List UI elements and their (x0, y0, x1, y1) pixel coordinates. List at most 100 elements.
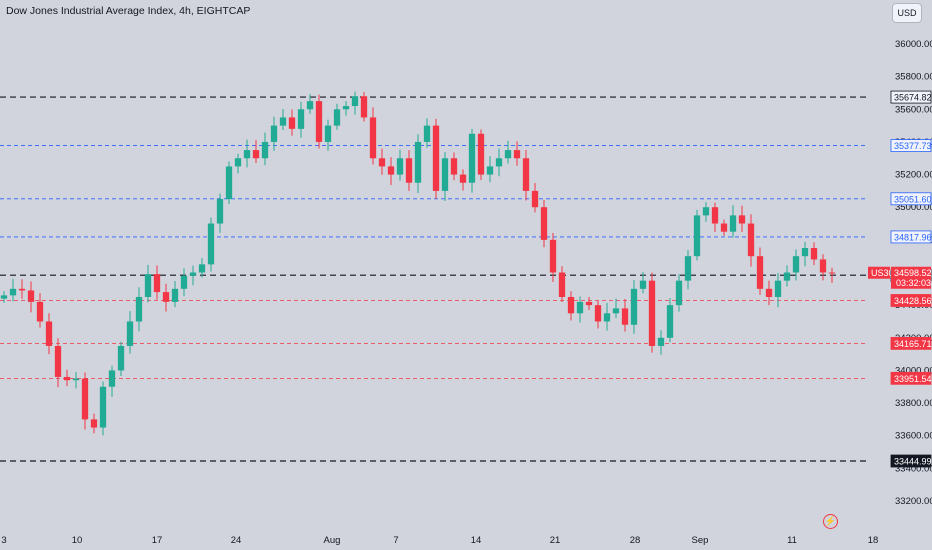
candle-body (486, 166, 494, 175)
candle-body (333, 109, 341, 126)
candle-body (810, 248, 818, 260)
level-badge (890, 139, 932, 152)
candle-body (801, 248, 809, 257)
x-tick-label: 14 (471, 535, 482, 546)
candle-body (189, 272, 197, 276)
price-badges: 35674.8235377.7335051.6034817.9634583.56… (868, 90, 932, 468)
candle-body (315, 101, 323, 142)
candle-body (198, 264, 206, 273)
x-tick-label: 10 (72, 535, 83, 546)
candle-body (720, 223, 728, 232)
candle-body (45, 321, 53, 346)
symbol-badge-label: US30 (871, 268, 894, 278)
level-badge (890, 90, 932, 104)
candle-body (387, 166, 395, 175)
candle-body (207, 223, 215, 265)
candle-body (153, 274, 161, 293)
x-tick-label: 24 (231, 535, 242, 546)
candle-body (63, 376, 71, 381)
candle-body (639, 280, 647, 289)
candle-body (378, 158, 386, 167)
candle-body (306, 101, 314, 110)
candle-body (396, 158, 404, 175)
candle-body (108, 370, 116, 387)
candle-body (756, 256, 764, 289)
level-badge (890, 371, 932, 385)
x-tick-label: 17 (152, 535, 163, 546)
level-badge-label: 33444.99 (894, 457, 932, 467)
candle-body (612, 308, 620, 314)
level-badge-label: 34428.56 (894, 296, 932, 306)
candle-body (324, 125, 332, 142)
level-badge (890, 230, 932, 244)
candle-body (225, 166, 233, 200)
candle-body (414, 141, 422, 183)
candle-body (423, 125, 431, 142)
candle-body (747, 223, 755, 257)
candle-body (270, 125, 278, 142)
x-tick-label: 3 (1, 535, 6, 546)
candle-body (648, 280, 656, 346)
x-tick-label: Aug (324, 535, 341, 546)
candle-body (18, 288, 26, 291)
candle-body (144, 274, 152, 297)
candle-body (684, 256, 692, 281)
x-tick-label: 21 (550, 535, 561, 546)
candle-body (828, 272, 836, 274)
countdown-label: 03:32:03 (896, 278, 931, 288)
currency-button[interactable]: USD (892, 3, 922, 23)
x-tick-label: Sep (692, 535, 709, 546)
candle-body (288, 117, 296, 129)
candle-body (9, 288, 17, 296)
candle-body (351, 96, 359, 107)
candle-body (297, 109, 305, 129)
y-tick-label: 33800.00 (895, 398, 932, 409)
candle-body (657, 337, 665, 346)
y-tick-label: 35800.00 (895, 72, 932, 83)
y-tick-label: 36000.00 (895, 39, 932, 50)
candle-body (135, 296, 143, 322)
candle-body (234, 158, 242, 167)
level-badge (890, 336, 932, 350)
candle-body (405, 158, 413, 183)
y-tick-label: 34000.00 (895, 365, 932, 376)
candle-body (54, 345, 62, 377)
candle-body (441, 158, 449, 191)
candle-body (576, 301, 584, 314)
candle-body (36, 301, 44, 322)
candle-body (765, 288, 773, 297)
candle-body (243, 150, 251, 159)
chart-title: Dow Jones Industrial Average Index, 4h, … (6, 5, 251, 17)
candle-body (729, 215, 737, 232)
candle-body (522, 158, 530, 191)
y-tick-label: 33400.00 (895, 463, 932, 474)
candle-body (666, 305, 674, 338)
candle-body (774, 280, 782, 297)
candle-body (504, 150, 512, 159)
level-badge-label: 35051.60 (894, 194, 932, 204)
candle-body (72, 378, 80, 381)
candle-body (468, 133, 476, 183)
candle-body (711, 207, 719, 224)
candle-body (342, 106, 350, 110)
candle-body (495, 158, 503, 167)
candle-body (621, 308, 629, 325)
level-badge (890, 454, 932, 468)
price-badge-label: 34598.52 (894, 268, 932, 278)
candle-body (819, 259, 827, 273)
candle-body (702, 207, 710, 216)
candle-body (675, 280, 683, 306)
candle-body (369, 117, 377, 159)
candle-body (459, 174, 467, 183)
y-tick-label: 33200.00 (895, 496, 932, 507)
candle-body (585, 301, 593, 306)
candle-body (171, 288, 179, 302)
candle-body (558, 272, 566, 297)
candle-body (783, 272, 791, 281)
lightning-icon[interactable]: ⚡ (823, 514, 838, 529)
price-badge (891, 266, 931, 289)
level-badge-label: 34165.71 (894, 339, 932, 349)
candle-body (180, 275, 188, 289)
